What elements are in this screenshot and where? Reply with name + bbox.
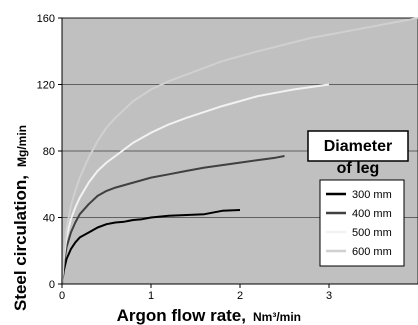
y-axis-label: Steel circulation,: [11, 175, 30, 311]
legend-title-line1: Diameter: [324, 138, 392, 155]
y-tick-label: 120: [37, 80, 55, 92]
x-axis-label: Argon flow rate,: [117, 306, 246, 325]
legend-title-box: [307, 130, 409, 162]
series-line-1: [61, 209, 241, 285]
x-tick-label: 0: [59, 290, 65, 302]
legend-label-3: 500 mm: [352, 227, 392, 239]
x-tick-label: 1: [148, 290, 154, 302]
x-axis-unit: Nm³/min: [253, 310, 301, 324]
x-tick-label: 3: [326, 290, 332, 302]
legend-title-line2: of leg: [337, 160, 380, 177]
legend-label-1: 300 mm: [352, 189, 392, 201]
series-layer: [61, 17, 418, 285]
series-line-3: [61, 83, 330, 285]
y-tick-label: 160: [37, 13, 55, 25]
series-line-4: [61, 17, 418, 285]
legend-label-2: 400 mm: [352, 208, 392, 220]
x-axis-title: Argon flow rate, Nm³/min: [117, 306, 301, 325]
y-axis: 0 40 80 120 160: [37, 13, 63, 291]
series-line-2: [61, 155, 285, 285]
y-axis-unit: Mg/min: [15, 125, 29, 167]
y-tick-label: 80: [43, 146, 55, 158]
y-tick-label: 0: [49, 279, 55, 291]
y-axis-title: Steel circulation, Mg/min: [11, 125, 30, 311]
legend-label-4: 600 mm: [352, 246, 392, 258]
x-tick-label: 2: [237, 290, 243, 302]
legend-entries: 300 mm 400 mm 500 mm 600 mm: [326, 189, 392, 258]
x-axis: 0 1 2 3: [59, 283, 418, 302]
y-tick-label: 40: [43, 213, 55, 225]
legend: Diameter of leg 300 mm 400 mm 500 mm 600 mm: [307, 130, 409, 267]
